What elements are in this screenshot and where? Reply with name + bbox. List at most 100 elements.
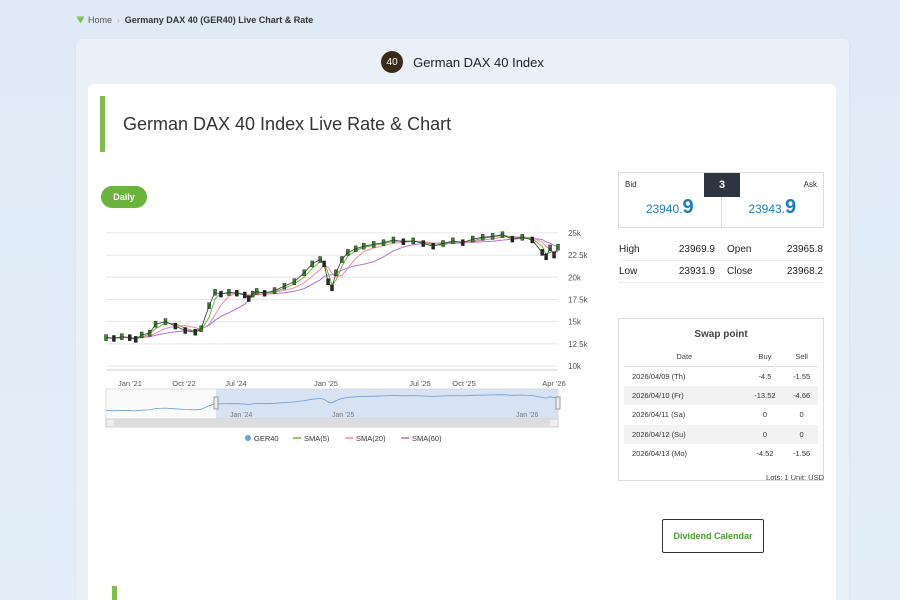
ask-price: 23943.9	[722, 196, 824, 219]
table-row: 2026/04/09 (Th) -4.5 -1.55	[624, 366, 818, 386]
x-tick-label: Jul '24	[225, 379, 246, 388]
high-label: High	[619, 244, 640, 255]
ohlc-table: High 23969.9 Open 23965.8 Low 23931.9 Close…	[618, 239, 824, 283]
navigator-tick-label: Jan '24	[230, 412, 252, 419]
y-tick-label: 25k	[568, 229, 582, 238]
swap-sell: -1.55	[793, 371, 811, 381]
bid-price-main: 23940.	[645, 202, 683, 216]
swap-date: 2026/04/12 (Su)	[624, 424, 745, 444]
breadcrumb-separator: ›	[117, 15, 120, 25]
x-tick-label: Jul '25	[409, 379, 430, 388]
swap-title: Swap point	[694, 329, 748, 340]
y-tick-label: 20k	[568, 273, 582, 282]
legend-marker	[245, 435, 251, 441]
breadcrumb-current: Germany DAX 40 (GER40) Live Chart & Rate	[124, 15, 314, 25]
navigator-selection	[216, 389, 558, 419]
ger40-series-line	[105, 234, 559, 340]
bid-label: Bid	[625, 180, 637, 189]
table-row: 2026/04/13 (Mo) -4.52 -1.56	[624, 444, 818, 464]
x-tick-label: Oct '25	[452, 379, 476, 388]
table-row: 2026/04/10 (Fr) -13.52 -4.66	[624, 385, 818, 405]
swap-buy: -4.5	[758, 371, 772, 381]
ask-label: Ask	[803, 180, 817, 189]
swap-sell: 0	[785, 424, 818, 444]
content-card: German DAX 40 Index Live Rate & Chart Da…	[88, 84, 836, 600]
y-tick-label: 10k	[568, 362, 582, 371]
swap-sell: 0	[799, 410, 804, 420]
swap-buy: -4.52	[756, 449, 774, 459]
sma60-line	[105, 237, 559, 339]
table-row: 2026/04/12 (Su) 0 0	[624, 424, 818, 444]
daily-timeframe-button[interactable]: Daily	[101, 186, 147, 208]
ask-price-main: 23943.	[748, 202, 786, 216]
navigator-tick-label: Jan '25	[332, 412, 354, 419]
price-chart[interactable]: 10k 12.5k 15k 17.5k 20k 22.5k 25k Jan '21 Oct '2…	[88, 214, 600, 494]
open-cell: Open 23965.8	[726, 244, 824, 255]
ohlc-row-high-open: High 23969.9 Open 23965.8	[618, 239, 824, 261]
navigator-tick-label: Jan '26	[516, 412, 538, 419]
swap-buy: 0	[762, 410, 767, 420]
swap-sell: -4.66	[785, 385, 818, 405]
x-tick-label: Oct '22	[172, 379, 196, 388]
x-tick-label: Apr '26	[542, 379, 566, 388]
low-label: Low	[619, 266, 638, 277]
instrument-title: German DAX 40 Index	[413, 54, 544, 70]
x-tick-label: Jan '25	[314, 379, 338, 388]
bid-price-last-digit: 9	[682, 196, 694, 218]
dividend-calendar-button[interactable]: Dividend Calendar	[662, 519, 764, 553]
home-icon	[76, 15, 85, 23]
instrument-header: 40 German DAX 40 Index	[76, 51, 849, 73]
bid-price: 23940.9	[619, 196, 721, 219]
section-accent-bar	[112, 586, 117, 600]
breadcrumb-home[interactable]: Home	[76, 15, 112, 25]
swap-header-sell: Sell	[785, 348, 818, 367]
breadcrumb-home-label: Home	[88, 15, 113, 25]
high-cell: High 23969.9	[618, 244, 716, 255]
legend-entry: SMA(60)	[412, 434, 442, 443]
swap-header-date: Date	[624, 348, 745, 367]
close-cell: Close 23968.2	[726, 266, 824, 277]
navigator-right-handle	[555, 396, 561, 410]
bid-box: Bid 23940.9	[619, 173, 721, 227]
quote-panel: Bid 23940.9 Ask 23943.9 3	[618, 172, 824, 228]
main-panel: 40 German DAX 40 Index German DAX 40 Ind…	[76, 39, 849, 600]
open-value: 23965.8	[786, 244, 823, 255]
navigator-series-line	[105, 394, 559, 412]
swap-date: 2026/04/09 (Th)	[632, 371, 686, 381]
swap-date: 2026/04/13 (Mo)	[632, 449, 688, 459]
spread-badge: 3	[704, 173, 740, 197]
legend-entry: SMA(5)	[304, 434, 330, 443]
high-value: 23969.9	[678, 244, 715, 255]
swap-point-panel: Swap point Date Buy Sell 2026/04/09 (Th)…	[618, 318, 824, 481]
navigator-scrollbar-thumb	[114, 420, 550, 426]
close-label: Close	[727, 266, 753, 277]
swap-date: 2026/04/11 (Sa)	[632, 410, 686, 420]
x-tick-label: Jan '21	[118, 379, 142, 388]
swap-header-row: Date Buy Sell	[624, 348, 818, 367]
low-cell: Low 23931.9	[618, 266, 716, 277]
swap-buy: -13.52	[744, 385, 786, 405]
swap-table: Date Buy Sell 2026/04/09 (Th) -4.5 -1.55 2…	[624, 348, 818, 464]
low-value: 23931.9	[678, 266, 715, 277]
instrument-badge: 40	[381, 51, 404, 73]
page-title: German DAX 40 Index Live Rate & Chart	[123, 113, 452, 134]
open-label: Open	[727, 244, 752, 255]
close-value: 23968.2	[786, 266, 823, 277]
y-tick-label: 22.5k	[568, 251, 589, 260]
ohlc-row-low-close: Low 23931.9 Close 23968.2	[618, 261, 824, 283]
swap-date: 2026/04/10 (Fr)	[624, 385, 745, 405]
page-title-block: German DAX 40 Index Live Rate & Chart	[100, 96, 451, 152]
swap-buy: 0	[744, 424, 786, 444]
lots-unit-note: Lots: 1 Unit: USD	[766, 473, 824, 482]
swap-sell: -1.56	[793, 449, 811, 459]
y-tick-label: 12.5k	[568, 340, 589, 349]
legend-entry: SMA(20)	[356, 434, 386, 443]
price-candle	[556, 243, 560, 251]
ask-box: Ask 23943.9	[720, 173, 824, 227]
y-tick-label: 17.5k	[568, 295, 589, 304]
navigator-left-handle	[213, 396, 219, 410]
y-tick-label: 15k	[568, 318, 582, 327]
table-row: 2026/04/11 (Sa) 0 0	[624, 405, 818, 425]
swap-header-buy: Buy	[744, 348, 786, 367]
breadcrumb: Home › Germany DAX 40 (GER40) Live Chart…	[76, 15, 313, 25]
